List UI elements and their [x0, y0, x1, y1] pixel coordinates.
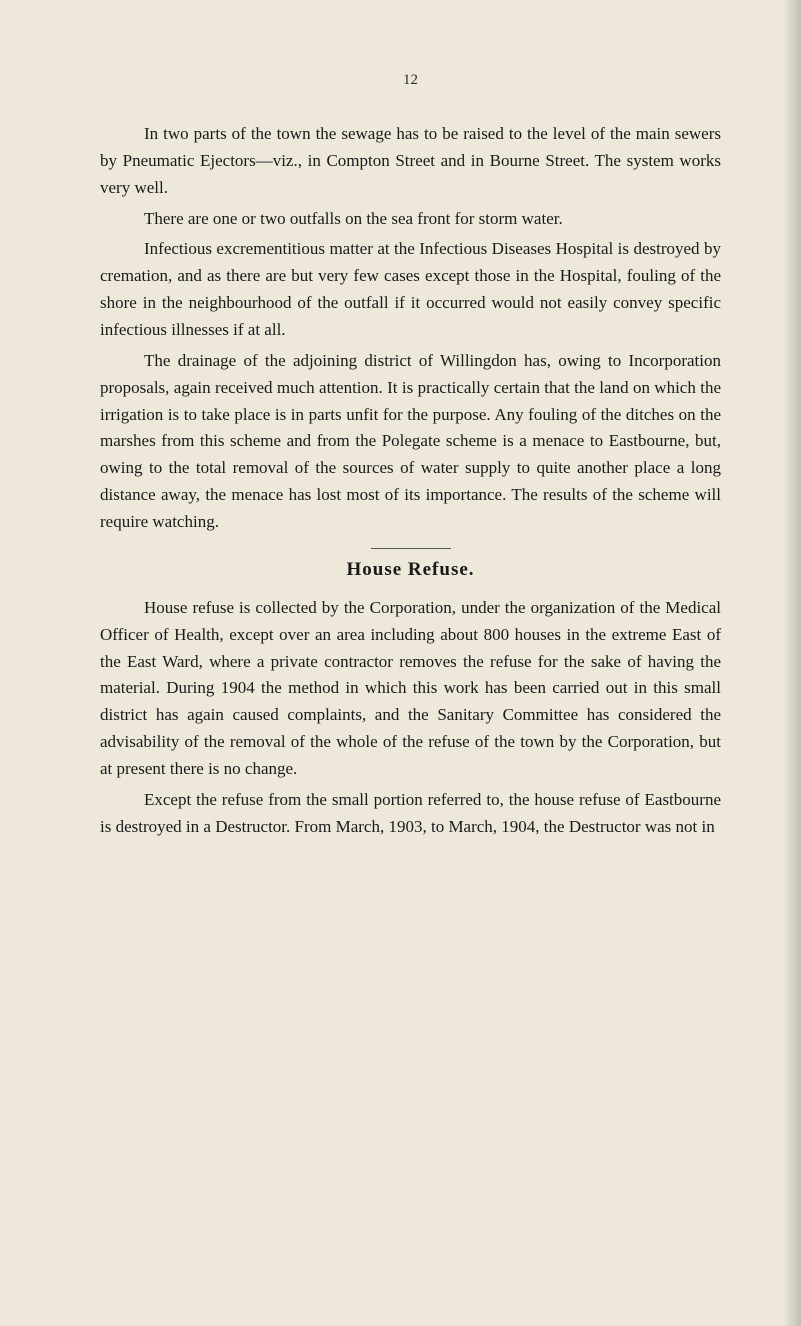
body-paragraph: Except the refuse from the small portion…	[100, 787, 721, 841]
body-paragraph: In two parts of the town the sewage has …	[100, 121, 721, 202]
body-paragraph: There are one or two outfalls on the sea…	[100, 206, 721, 233]
body-paragraph: Infectious excrementitious matter at the…	[100, 236, 721, 343]
body-paragraph: The drainage of the adjoining district o…	[100, 348, 721, 536]
page-edge-shadow	[783, 0, 801, 1326]
section-title: House Refuse.	[100, 559, 721, 581]
body-paragraph: House refuse is collected by the Corpora…	[100, 595, 721, 783]
section-divider	[371, 548, 451, 549]
page-number: 12	[100, 72, 721, 89]
